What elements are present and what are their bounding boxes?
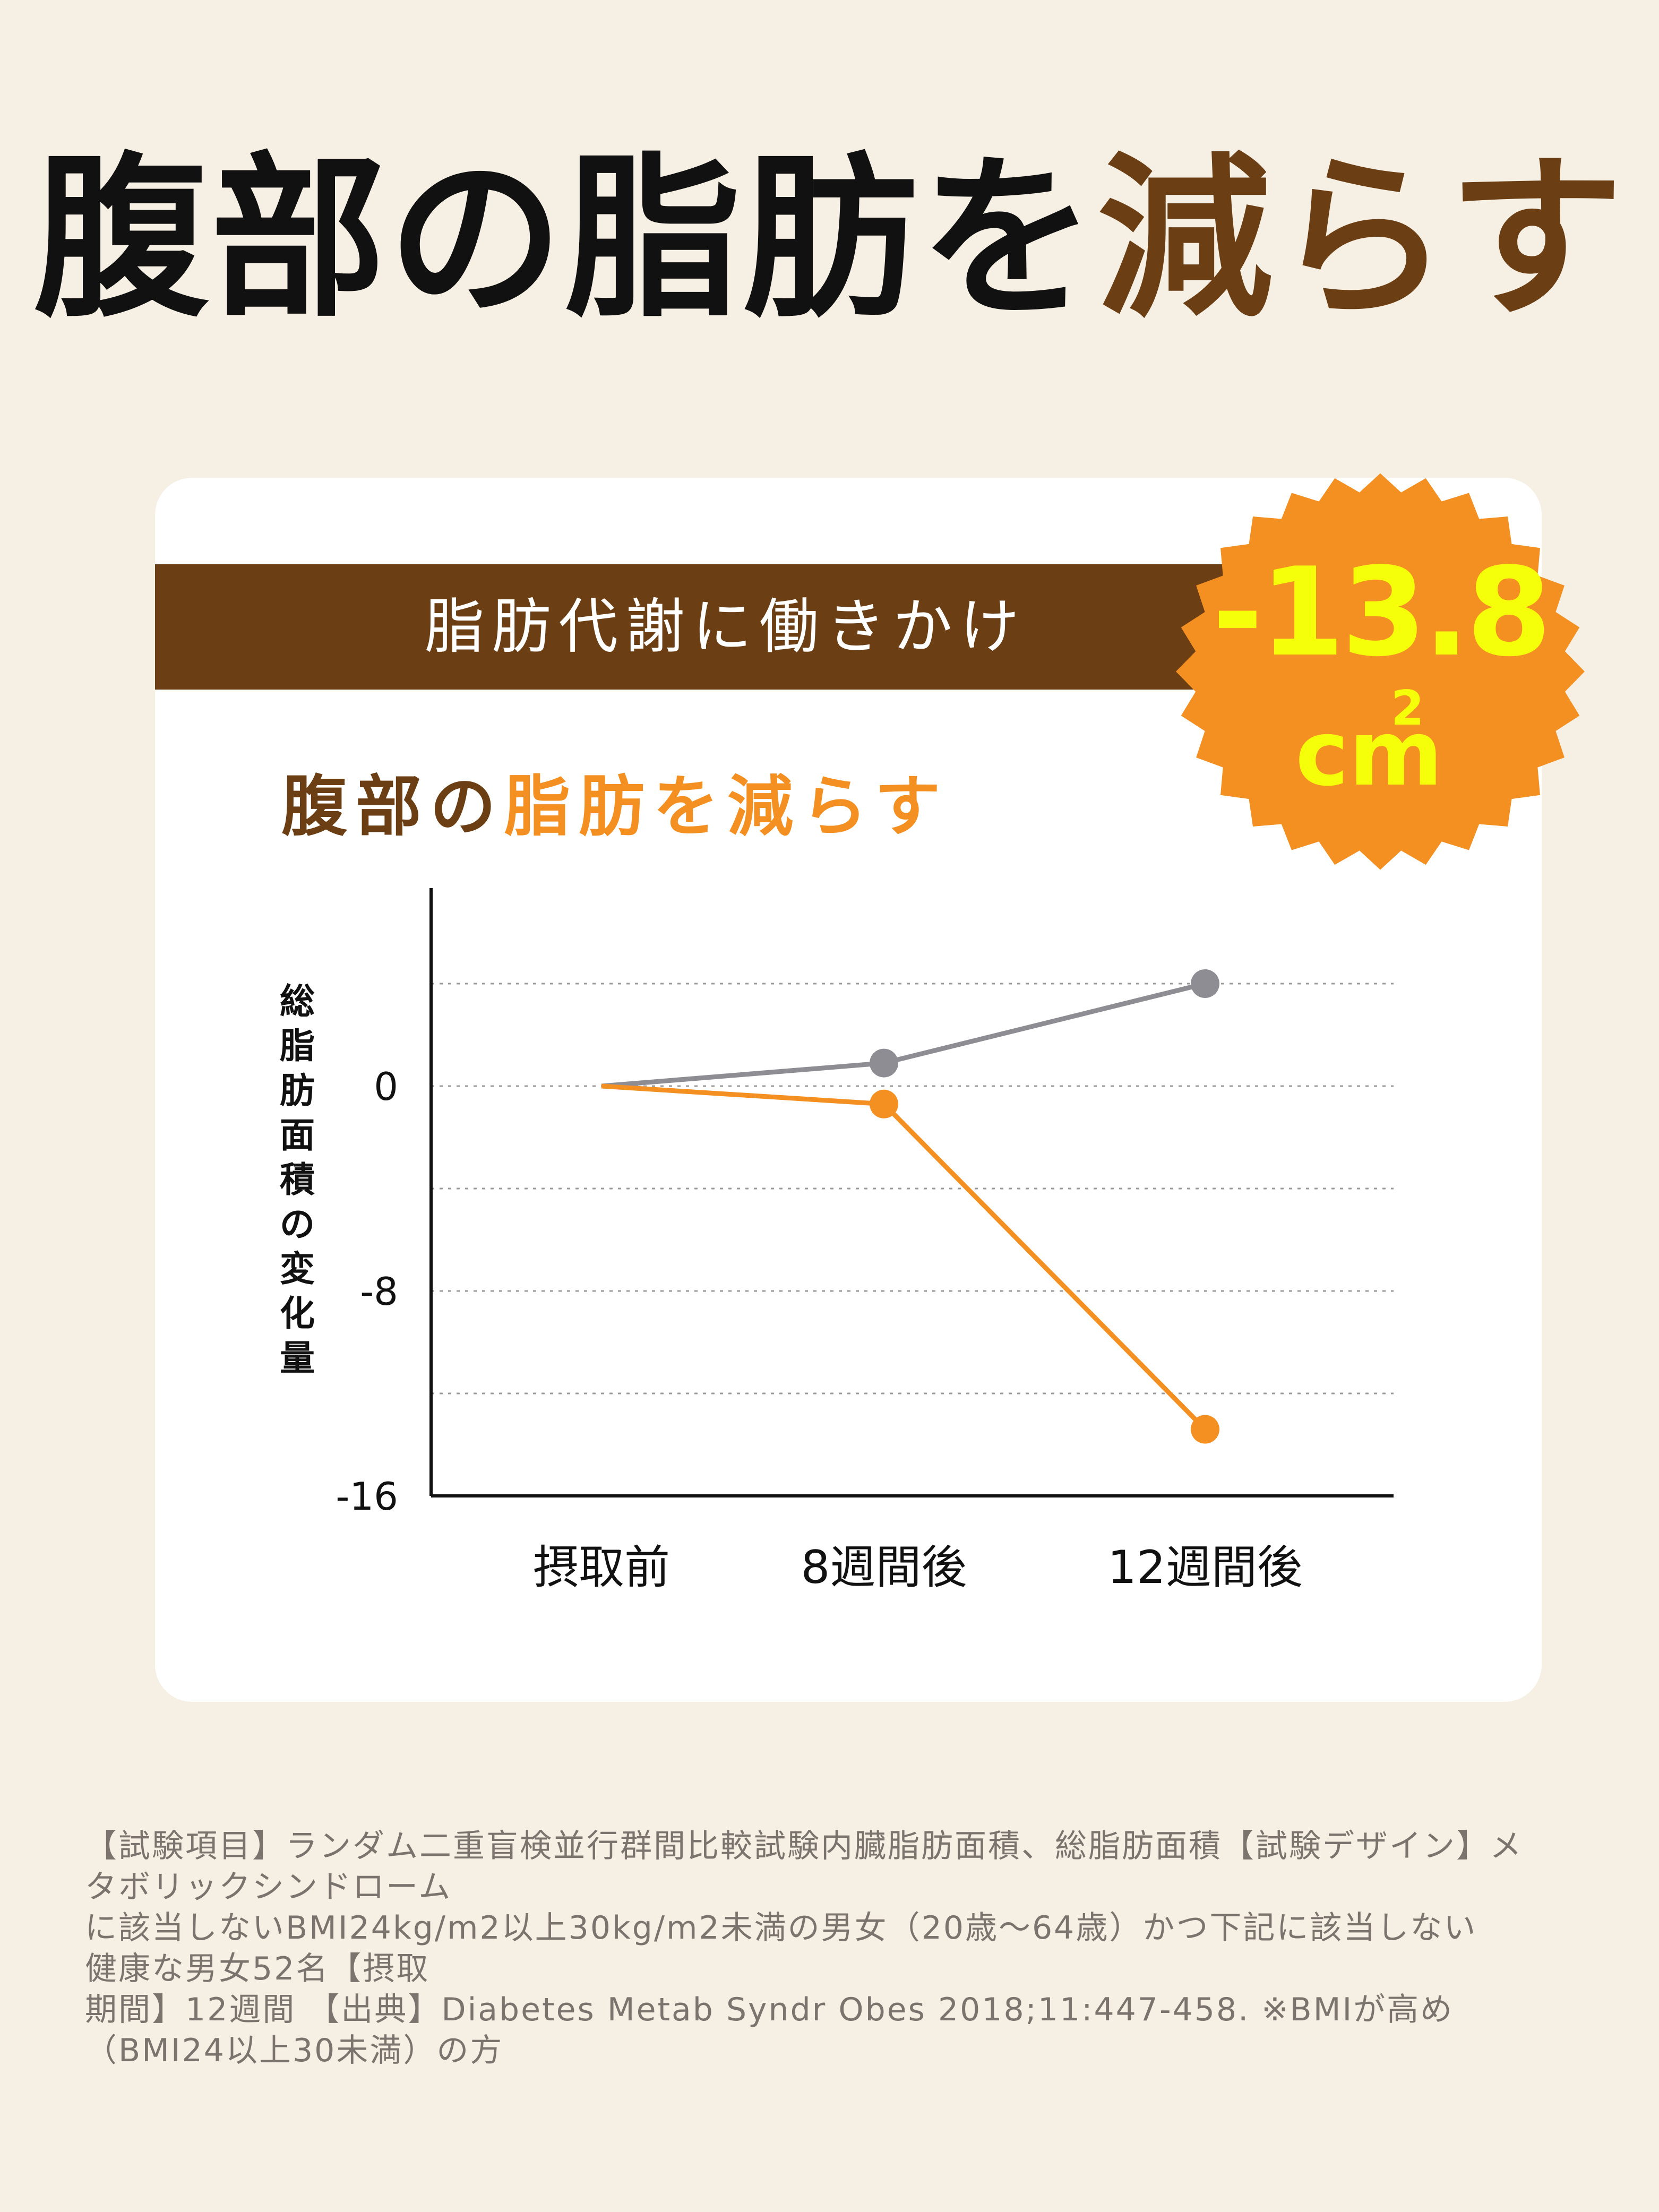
series-line xyxy=(601,981,1206,1089)
badge-unit-superscript: 2 xyxy=(1391,681,1424,736)
headline-part1: 腹部の脂肪を xyxy=(33,137,1097,341)
subtitle-part2: 脂肪を減らす xyxy=(504,769,949,845)
data-point xyxy=(870,1089,898,1118)
y-tick-label: -16 xyxy=(336,1474,398,1519)
footnote: 【試験項目】ランダム二重盲検並行群間比較試験内臓脂肪面積、総脂肪面積【試験デザイ… xyxy=(85,1826,1582,2071)
data-point xyxy=(870,1048,898,1078)
footnote-line: （BMI24以上30未満）の方 xyxy=(85,2032,504,2069)
y-axis-label: 総脂肪面積の変化量 xyxy=(280,981,315,1379)
x-tick-label: 摂取前 xyxy=(533,1541,670,1594)
y-tick-label: -8 xyxy=(360,1269,398,1314)
footnote-line: に該当しないBMI24kg/m2以上30kg/m2未満の男女（20歳～64歳）か… xyxy=(85,1909,1477,1947)
banner: 脂肪代謝に働きかけ xyxy=(155,564,1323,690)
x-tick-label: 8週間後 xyxy=(801,1541,967,1594)
banner-text: 脂肪代謝に働きかけ xyxy=(425,592,1027,661)
data-point xyxy=(1191,969,1219,998)
footnote-line: 期間】12週間 【出典】Diabetes Metab Syndr Obes 20… xyxy=(85,1991,1454,2028)
badge-unit: cm xyxy=(1295,701,1443,806)
series-line xyxy=(601,1083,1207,1431)
badge-value: -13.8 xyxy=(1212,542,1552,684)
footnote-line: 【試験項目】ランダム二重盲検並行群間比較試験内臓脂肪面積、総脂肪面積【試験デザイ… xyxy=(85,1828,1523,1865)
data-point xyxy=(1191,1415,1219,1444)
y-tick-label: 0 xyxy=(374,1064,398,1109)
chart-subtitle: 腹部の脂肪を減らす xyxy=(281,764,949,849)
page-headline: 腹部の脂肪を減らす xyxy=(0,133,1659,345)
footnote-line: タボリックシンドローム xyxy=(85,1869,452,1906)
footnote-line: 健康な男女52名【摂取 xyxy=(85,1950,430,1987)
headline-part2: 減らす xyxy=(1097,137,1626,341)
subtitle-part1: 腹部の xyxy=(281,769,505,845)
badge-starburst xyxy=(1176,473,1585,870)
x-tick-label: 12週間後 xyxy=(1107,1541,1302,1594)
